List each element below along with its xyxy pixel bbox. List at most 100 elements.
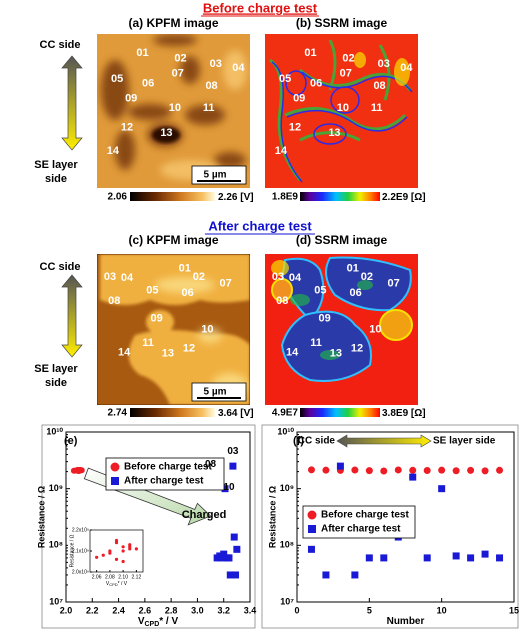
point [229, 462, 237, 470]
grain-label: 01 [347, 263, 359, 275]
grain-label: 08 [276, 295, 288, 307]
grain-label: 03 [104, 271, 116, 283]
point [226, 571, 234, 579]
point [467, 554, 475, 562]
inset-y-tick-label: 2.0x10⁹ [72, 569, 89, 575]
point [230, 533, 238, 541]
point [409, 466, 417, 474]
legend-marker [308, 525, 316, 533]
grain-label: 01 [304, 47, 316, 59]
x-tick-label: 2.6 [139, 605, 152, 615]
grain-label: 02 [342, 52, 354, 64]
plot-area [296, 431, 515, 603]
side-label: CC side [40, 39, 81, 51]
grain-label: 12 [183, 342, 195, 354]
grain-label: 09 [318, 313, 330, 325]
side-arrow-h [336, 434, 432, 448]
point [221, 485, 229, 493]
point [452, 552, 460, 560]
grain-label: 02 [361, 271, 373, 283]
x-tick-label: 10 [437, 605, 447, 615]
scale-bar-label: 5 µm [204, 170, 227, 181]
colorbar-unit: [V] [240, 408, 253, 419]
point [394, 466, 402, 474]
grain-label: 04 [289, 272, 302, 284]
inset-point [121, 559, 125, 564]
grain-label: 04 [121, 272, 134, 284]
inset-point [134, 547, 138, 551]
point [496, 466, 504, 474]
point [77, 467, 84, 474]
y-tick-label: 10⁷ [280, 596, 294, 606]
point [351, 466, 359, 474]
scale-bar-label: 5 µm [204, 387, 227, 398]
point [220, 550, 228, 558]
grain-label: 12 [289, 121, 301, 133]
ssrm-image-d [265, 254, 418, 405]
colorbar-unit: [V] [240, 192, 253, 203]
inset-point [121, 545, 125, 549]
grain-label: 10 [201, 323, 213, 335]
colorbar [130, 192, 380, 417]
inset-y-tick-label: 2.1x10⁹ [72, 548, 89, 554]
grain-label: 02 [174, 52, 186, 64]
point [452, 467, 460, 475]
grain-label: 12 [351, 342, 363, 354]
grain-label: 08 [373, 80, 385, 92]
inset-x-axis-label-part: V [106, 581, 110, 587]
panel-label: (e) [64, 435, 78, 447]
scale-bar [191, 165, 247, 402]
colorbar-unit: [Ω] [411, 408, 426, 419]
inset-x-tick-label: 2.10 [118, 574, 128, 580]
colorbar-max-value: 3.8E9 [382, 408, 409, 419]
colorbar-max-value: 3.64 [218, 408, 238, 419]
grain-label: 08 [205, 80, 217, 92]
grain-label: 07 [220, 278, 232, 290]
side-arrow [61, 55, 83, 358]
chart-frame [261, 424, 519, 629]
grain-label: 02 [193, 271, 205, 283]
y-tick-label: 10⁸ [280, 540, 294, 550]
point [307, 545, 315, 553]
colorbar-max: 3.64 [V] [218, 408, 254, 419]
x-tick-label: 2.0 [60, 605, 73, 615]
grain-label: 14 [275, 145, 288, 157]
legend-marker [111, 477, 119, 485]
legend-marker [110, 462, 120, 472]
point [365, 467, 373, 475]
grain-label: 07 [388, 278, 400, 290]
point [481, 467, 489, 475]
grain-label: 08 [108, 295, 120, 307]
side-label: SE layer [34, 159, 78, 171]
grain-label: 13 [328, 127, 340, 139]
annotation: Charged [182, 509, 227, 521]
grain-label: 11 [310, 337, 322, 349]
y-tick-label: 10⁸ [49, 540, 63, 550]
grain-label: 14 [107, 145, 120, 157]
kpfm-image-a [97, 34, 250, 188]
inset-x-axis-label-part: * / V [118, 581, 128, 587]
panel-label: (f) [293, 435, 304, 447]
legend-marker [307, 510, 317, 520]
grain-label: 04 [232, 62, 245, 74]
point [438, 485, 446, 493]
point [423, 554, 431, 562]
x-axis-label: VCPD* / V [138, 616, 179, 628]
grain-label: 13 [160, 127, 172, 139]
point [467, 466, 475, 474]
x-axis-label: Number [387, 616, 425, 627]
x-axis-label-part: Number [387, 616, 425, 627]
x-tick-label: 3.0 [191, 605, 204, 615]
inset-y-tick-label: 2.2x10⁹ [72, 527, 89, 533]
annotation: 10 [223, 482, 235, 493]
x-axis-label-part: * / V [159, 616, 178, 627]
grain-label: 03 [210, 58, 222, 70]
side-label: side [45, 173, 67, 185]
grain-label: 10 [337, 102, 349, 114]
annotation: CC side [298, 436, 336, 447]
grain-label: 09 [150, 313, 162, 325]
x-tick-label: 3.2 [217, 605, 230, 615]
side-label: CC side [40, 261, 81, 273]
point [380, 554, 388, 562]
point [351, 571, 359, 579]
